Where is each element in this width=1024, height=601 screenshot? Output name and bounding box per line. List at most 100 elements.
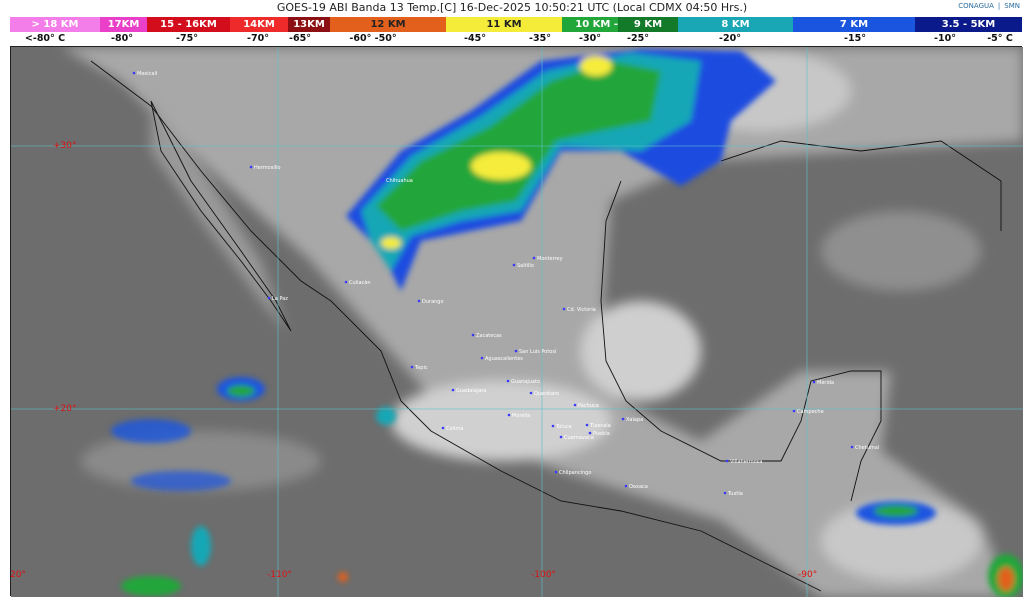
city-marker: Tepic [410,365,428,371]
city-marker: Durango [417,299,444,305]
legend-segment: 15 - 16KM [147,17,230,32]
city-label: Villahermosa [730,459,762,465]
lon-label: -100° [531,570,556,580]
lon-label: -120° [11,570,26,580]
city-label: Querétaro [534,390,559,397]
graticule [11,47,1023,597]
temp-label: -65° [289,33,311,44]
city-label: Tuxtla [727,491,743,497]
city-label: Colima [446,426,463,432]
city-label: Cd. Victoria [567,307,596,313]
city-marker: Tuxtla [723,491,743,497]
temperature-scale: <-80° C -80° -75° -70° -65° -60° -50° -4… [0,32,1024,45]
city-marker: Cd. Victoria [562,307,596,313]
city-marker: Toluca [551,424,572,430]
legend-segment: 13KM [288,17,330,32]
city-label: Puebla [593,431,610,437]
city-marker: Cuernavaca [559,435,594,441]
city-label: Zacatecas [476,333,502,339]
city-label: Chihuahua [386,178,413,184]
city-marker: Oaxaca [624,484,648,490]
city-labels: Mexicali Hermosillo Chihuahua Monterrey … [132,71,879,497]
city-label: Oaxaca [629,484,648,490]
city-label: Mérida [817,379,834,386]
legend-segment: 14KM [230,17,288,32]
temp-label: -30° [579,33,601,44]
satellite-map[interactable]: +30° +20° -120° -110° -100° -90° Mexical… [1,46,1024,598]
temp-label: -35° [529,33,551,44]
city-label: Campeche [797,409,824,415]
city-label: Guanajuato [511,379,540,385]
temp-label: -20° [719,33,741,44]
city-marker: Xalapa [621,417,643,423]
city-marker: Villahermosa [725,459,762,465]
city-label: Tlaxcala [589,423,611,429]
city-label: Chilpancingo [559,470,591,476]
lon-label: -90° [798,570,817,580]
conagua-logo: CONAGUA [958,2,994,10]
city-label: La Paz [272,296,288,302]
temp-label: -45° [464,33,486,44]
city-marker: Puebla [588,431,610,437]
city-label: Saltillo [517,263,534,269]
city-marker: Guanajuato [506,379,540,385]
lon-label: -110° [267,570,292,580]
city-marker: Saltillo [512,263,534,269]
city-label: San Luis Potosí [519,348,557,355]
city-marker: Campeche [792,409,824,415]
city-marker: Mérida [812,379,834,386]
city-marker: San Luis Potosí [514,348,557,355]
temp-label: -75° [176,33,198,44]
city-label: Durango [422,299,444,305]
city-marker: Chihuahua [381,178,413,184]
legend-segment: 11 KM [446,17,562,32]
legend-segment: 8 KM [678,17,793,32]
temp-label: -15° [844,33,866,44]
city-marker: Colima [441,426,463,432]
coastlines [90,60,1002,592]
legend-segment: 3.5 - 5KM [915,17,1022,32]
city-label: Aguascalientes [485,356,523,362]
city-marker: Mexicali [132,71,157,77]
smn-logo: SMN [1004,2,1020,10]
city-marker: Aguascalientes [480,356,523,362]
legend-segment: 17KM [100,17,147,32]
lat-label: +30° [53,141,77,151]
legend-segment: > 18 KM [10,17,100,32]
city-label: Xalapa [626,417,643,423]
city-marker: Guadalajara [451,388,486,394]
city-label: Culiacán [349,279,370,286]
city-marker: Zacatecas [471,333,502,339]
city-label: Monterrey [537,256,563,262]
city-marker: Chilpancingo [554,470,591,476]
city-label: Morelia [512,413,530,419]
city-marker: Querétaro [529,390,559,397]
city-marker: Culiacán [344,279,370,286]
city-marker: Pachuca [573,403,599,409]
temp-label: -60° -50° [349,33,397,44]
city-marker: Hermosillo [249,165,281,171]
agency-logos: CONAGUA | SMN [958,2,1020,10]
temp-label: -5° C [987,33,1013,44]
temp-label: -25° [627,33,649,44]
legend-segment: 9 KM [618,17,678,32]
city-label: Guadalajara [456,388,486,394]
image-title: GOES-19 ABI Banda 13 Temp.[C] 16-Dec-202… [276,1,748,14]
city-marker: Morelia [507,413,530,419]
city-label: Chetumal [855,445,879,451]
city-label: Cuernavaca [564,435,594,441]
city-label: Mexicali [137,71,157,77]
city-marker: Monterrey [532,256,563,262]
legend-segment: 10 KM - [562,17,618,32]
city-marker: Tlaxcala [585,423,611,429]
legend-segment: 7 KM [793,17,915,32]
temp-label: -10° [934,33,956,44]
city-label: Hermosillo [254,165,281,171]
color-legend: > 18 KM 17KM 15 - 16KM 14KM 13KM 12 KM 1… [10,17,1022,32]
city-marker: Chetumal [850,445,879,451]
city-label: Toluca [555,424,572,430]
legend-segment: 12 KM [330,17,446,32]
city-marker: La Paz [267,296,288,302]
satellite-image: +30° +20° -120° -110° -100° -90° Mexical… [1,47,1024,598]
city-label: Tepic [414,365,428,371]
